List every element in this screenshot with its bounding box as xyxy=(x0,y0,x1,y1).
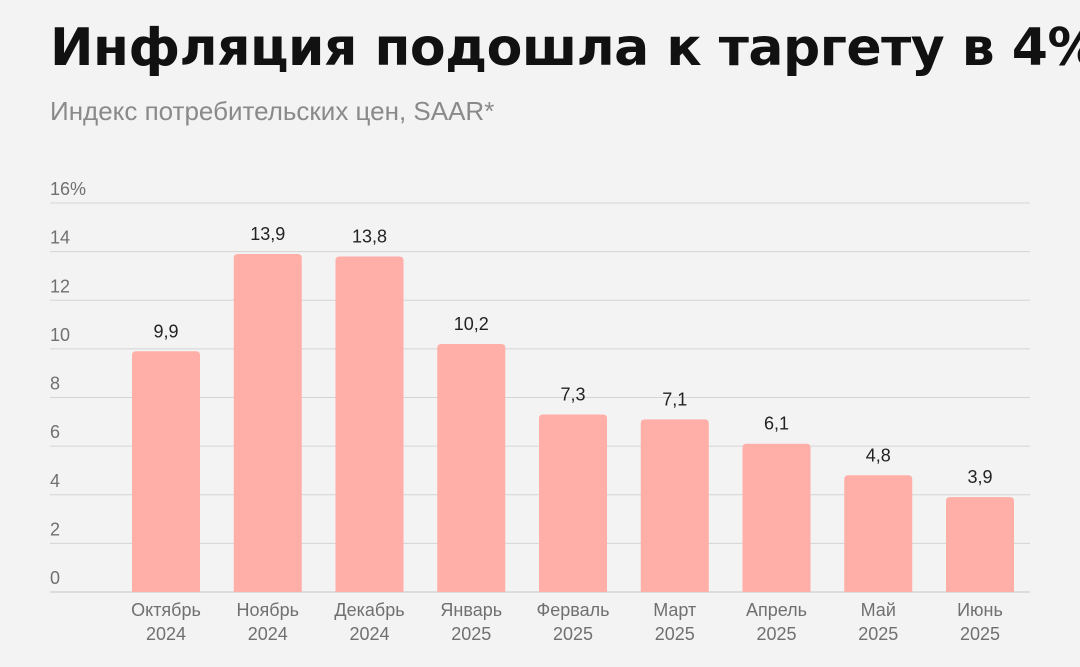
y-tick-label: 8 xyxy=(50,374,60,394)
category-label-month: Апрель xyxy=(746,600,807,620)
data-label: 13,9 xyxy=(250,224,285,244)
data-label: 9,9 xyxy=(153,321,178,341)
bar xyxy=(946,497,1014,592)
bars xyxy=(132,254,1014,592)
data-label: 4,8 xyxy=(866,445,891,465)
category-label-month: Январь xyxy=(440,600,502,620)
category-label-month: Май xyxy=(861,600,896,620)
data-label: 6,1 xyxy=(764,414,789,434)
data-label: 3,9 xyxy=(967,467,992,487)
bar xyxy=(437,344,506,592)
category-label-year: 2024 xyxy=(248,624,288,644)
category-label-month: Ферваль xyxy=(537,600,610,620)
category-label-month: Июнь xyxy=(957,600,1003,620)
y-axis-ticks: 0 2 4 6 8 10 12 14 16% xyxy=(50,179,86,588)
data-label: 10,2 xyxy=(454,314,489,334)
category-label-year: 2025 xyxy=(756,624,796,644)
category-label-year: 2025 xyxy=(451,624,491,644)
y-tick-label: 10 xyxy=(50,325,70,345)
bar xyxy=(742,443,811,592)
category-label-month: Ноябрь xyxy=(237,600,299,620)
category-label-month: Декабрь xyxy=(334,600,404,620)
data-label: 13,8 xyxy=(352,226,387,246)
category-label-month: Март xyxy=(653,600,696,620)
y-tick-label: 14 xyxy=(50,228,70,248)
data-label: 7,3 xyxy=(560,385,585,405)
y-tick-label: 16% xyxy=(50,179,86,199)
bar xyxy=(335,256,404,592)
y-tick-label: 6 xyxy=(50,422,60,442)
y-tick-label: 2 xyxy=(50,519,60,539)
category-label-year: 2024 xyxy=(349,624,389,644)
data-labels: 9,9 13,9 13,8 10,2 7,3 7,1 6,1 4,8 3,9 xyxy=(153,224,992,487)
bar xyxy=(539,414,607,592)
bar xyxy=(132,351,200,592)
y-tick-label: 0 xyxy=(50,568,60,588)
y-tick-label: 4 xyxy=(50,471,60,491)
category-label-month: Октябрь xyxy=(131,600,201,620)
y-tick-label: 12 xyxy=(50,276,70,296)
category-label-year: 2025 xyxy=(858,624,898,644)
category-label-year: 2025 xyxy=(960,624,1000,644)
bar xyxy=(640,419,709,592)
data-label: 7,1 xyxy=(662,389,687,409)
category-label-year: 2025 xyxy=(655,624,695,644)
x-axis-categories: Октябрь 2024 Ноябрь 2024 Декабрь 2024 Январь 20… xyxy=(131,600,1003,644)
bar xyxy=(844,475,913,592)
category-label-year: 2025 xyxy=(553,624,593,644)
chart-subtitle: Индекс потребительских цен, SAAR* xyxy=(50,96,495,126)
bar xyxy=(233,254,302,592)
category-label-year: 2024 xyxy=(146,624,186,644)
chart-title: Инфляция подошла к таргету в 4% xyxy=(50,18,1080,78)
